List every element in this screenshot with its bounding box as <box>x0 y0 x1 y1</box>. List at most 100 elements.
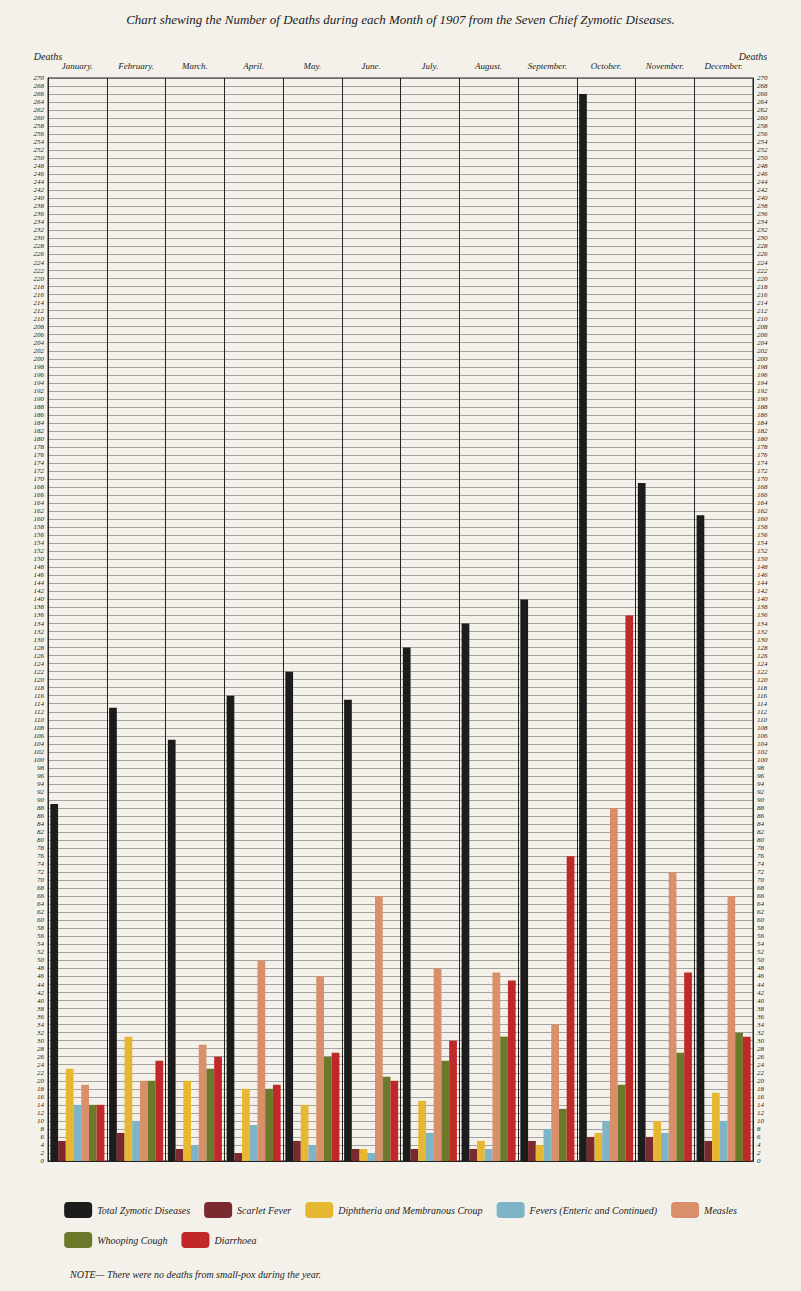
svg-text:200: 200 <box>34 355 45 363</box>
svg-text:86: 86 <box>37 812 45 820</box>
svg-text:36: 36 <box>36 1013 45 1021</box>
svg-text:186: 186 <box>757 411 768 419</box>
svg-text:126: 126 <box>757 652 768 660</box>
svg-text:160: 160 <box>757 515 768 523</box>
svg-text:22: 22 <box>757 1069 765 1077</box>
svg-text:252: 252 <box>757 146 768 154</box>
svg-text:78: 78 <box>37 844 45 852</box>
svg-text:244: 244 <box>34 178 45 186</box>
svg-text:202: 202 <box>34 347 45 355</box>
svg-text:138: 138 <box>757 603 768 611</box>
svg-text:November.: November. <box>645 61 684 71</box>
svg-text:142: 142 <box>34 587 45 595</box>
svg-text:80: 80 <box>757 836 765 844</box>
svg-text:120: 120 <box>34 676 45 684</box>
svg-text:166: 166 <box>757 491 768 499</box>
svg-text:214: 214 <box>34 299 45 307</box>
svg-text:226: 226 <box>34 250 45 258</box>
svg-text:80: 80 <box>37 836 45 844</box>
svg-text:70: 70 <box>37 876 45 884</box>
svg-text:150: 150 <box>757 555 768 563</box>
svg-text:246: 246 <box>34 170 45 178</box>
svg-text:194: 194 <box>757 379 768 387</box>
svg-text:214: 214 <box>757 299 768 307</box>
svg-text:8: 8 <box>757 1125 761 1133</box>
svg-text:226: 226 <box>757 250 768 258</box>
svg-text:92: 92 <box>37 788 45 796</box>
svg-text:26: 26 <box>757 1053 765 1061</box>
svg-text:174: 174 <box>757 459 768 467</box>
svg-text:January.: January. <box>62 61 93 71</box>
svg-text:December.: December. <box>704 61 743 71</box>
svg-text:198: 198 <box>34 363 45 371</box>
svg-text:62: 62 <box>757 908 765 916</box>
svg-text:144: 144 <box>757 579 768 587</box>
svg-text:198: 198 <box>757 363 768 371</box>
svg-text:140: 140 <box>34 595 45 603</box>
svg-text:56: 56 <box>37 932 45 940</box>
svg-text:172: 172 <box>34 467 45 475</box>
svg-text:194: 194 <box>34 379 45 387</box>
svg-text:September.: September. <box>528 61 567 71</box>
svg-text:174: 174 <box>34 459 45 467</box>
svg-text:10: 10 <box>37 1117 45 1125</box>
svg-text:74: 74 <box>37 860 45 868</box>
svg-text:54: 54 <box>757 940 765 948</box>
svg-text:250: 250 <box>757 154 768 162</box>
svg-text:36: 36 <box>756 1013 765 1021</box>
svg-text:192: 192 <box>757 387 768 395</box>
svg-text:268: 268 <box>757 82 768 90</box>
svg-text:172: 172 <box>757 467 768 475</box>
svg-text:0: 0 <box>41 1157 45 1165</box>
svg-text:Measles: Measles <box>703 1205 737 1216</box>
svg-text:140: 140 <box>757 595 768 603</box>
svg-text:186: 186 <box>34 411 45 419</box>
svg-text:260: 260 <box>34 114 45 122</box>
svg-text:244: 244 <box>757 178 768 186</box>
svg-text:210: 210 <box>34 315 45 323</box>
svg-text:154: 154 <box>34 539 45 547</box>
svg-text:102: 102 <box>34 748 45 756</box>
svg-text:Fevers (Enteric and Continued): Fevers (Enteric and Continued) <box>529 1205 658 1217</box>
svg-text:184: 184 <box>757 419 768 427</box>
svg-text:270: 270 <box>34 74 45 82</box>
svg-text:248: 248 <box>34 162 45 170</box>
svg-text:68: 68 <box>37 884 45 892</box>
svg-text:82: 82 <box>37 828 45 836</box>
svg-text:72: 72 <box>37 868 45 876</box>
svg-text:44: 44 <box>37 981 45 989</box>
svg-text:18: 18 <box>37 1085 45 1093</box>
svg-text:252: 252 <box>34 146 45 154</box>
svg-text:116: 116 <box>34 692 44 700</box>
svg-text:60: 60 <box>757 916 765 924</box>
svg-text:222: 222 <box>757 267 768 275</box>
svg-text:112: 112 <box>757 708 767 716</box>
svg-text:178: 178 <box>34 443 45 451</box>
svg-text:128: 128 <box>757 644 768 652</box>
svg-text:118: 118 <box>757 684 767 692</box>
svg-text:4: 4 <box>41 1141 45 1149</box>
svg-text:184: 184 <box>34 419 45 427</box>
svg-text:46: 46 <box>757 972 765 980</box>
svg-text:176: 176 <box>757 451 768 459</box>
svg-text:October.: October. <box>591 61 622 71</box>
svg-text:84: 84 <box>757 820 765 828</box>
svg-text:122: 122 <box>34 668 45 676</box>
svg-text:230: 230 <box>757 234 768 242</box>
svg-text:Diarrhoea: Diarrhoea <box>213 1235 256 1246</box>
svg-text:56: 56 <box>757 932 765 940</box>
svg-text:32: 32 <box>756 1029 765 1037</box>
svg-text:204: 204 <box>34 339 45 347</box>
svg-text:218: 218 <box>34 283 45 291</box>
svg-text:192: 192 <box>34 387 45 395</box>
svg-text:64: 64 <box>757 900 765 908</box>
svg-text:108: 108 <box>34 724 45 732</box>
svg-text:170: 170 <box>757 475 768 483</box>
svg-text:200: 200 <box>757 355 768 363</box>
svg-text:42: 42 <box>757 989 765 997</box>
svg-text:34: 34 <box>756 1021 765 1029</box>
svg-text:158: 158 <box>34 523 45 531</box>
svg-text:96: 96 <box>37 772 45 780</box>
svg-text:6: 6 <box>757 1133 761 1141</box>
svg-text:236: 236 <box>757 210 768 218</box>
